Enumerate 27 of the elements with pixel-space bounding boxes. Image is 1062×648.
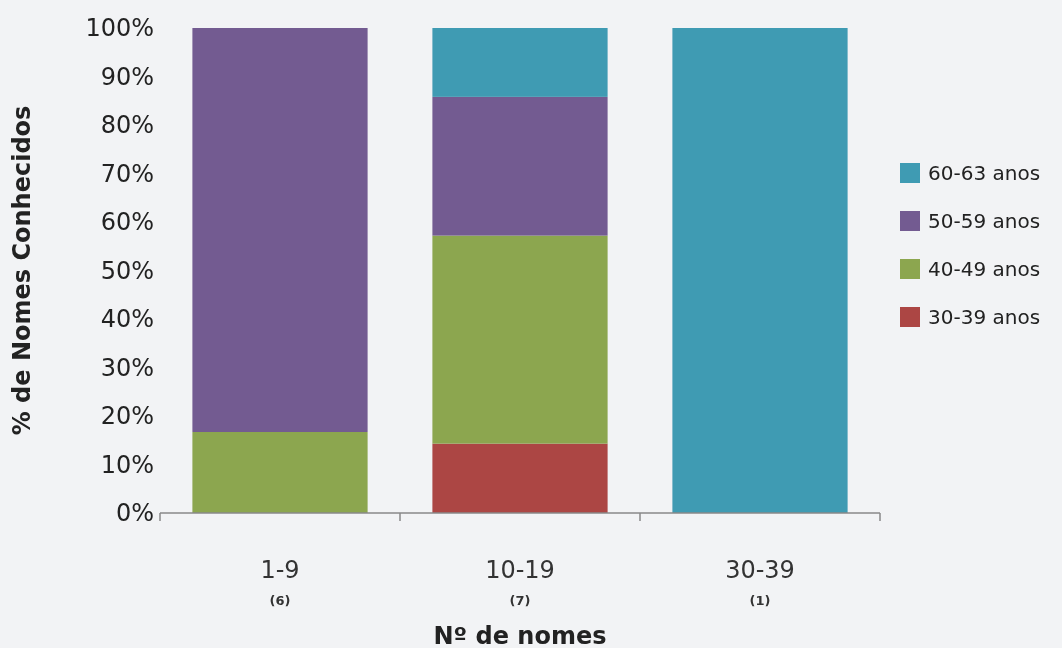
x-tick-label: 1-9 (6) xyxy=(260,556,300,608)
bar xyxy=(432,443,608,513)
bar xyxy=(432,96,608,236)
y-tick-label: 20% xyxy=(100,402,154,431)
x-axis-title: Nº de nomes xyxy=(433,622,607,648)
x-tick-label: 30-39 (1) xyxy=(725,556,795,608)
legend-label: 50-59 anos xyxy=(928,209,1041,233)
y-tick-label: 50% xyxy=(100,256,154,285)
y-tick-label: 70% xyxy=(100,159,154,188)
bar xyxy=(672,28,848,513)
bar xyxy=(432,28,608,97)
y-tick-label: 10% xyxy=(100,450,154,479)
legend-label: 60-63 anos xyxy=(928,161,1041,185)
bar xyxy=(192,432,368,513)
legend-label: 40-49 anos xyxy=(928,257,1041,281)
y-tick-label: 0% xyxy=(115,499,154,528)
y-tick-label: 80% xyxy=(100,111,154,140)
legend-label: 30-39 anos xyxy=(928,305,1041,329)
y-tick-label: 100% xyxy=(85,14,154,43)
bar xyxy=(192,28,368,433)
y-axis-title: % de Nomes Conhecidos xyxy=(8,105,36,436)
y-tick-label: 40% xyxy=(100,305,154,334)
y-tick-label: 60% xyxy=(100,208,154,237)
y-tick-label: 90% xyxy=(100,62,154,91)
bar xyxy=(432,235,608,444)
y-tick-label: 30% xyxy=(100,353,154,382)
x-tick-label: 10-19 (7) xyxy=(485,556,555,608)
